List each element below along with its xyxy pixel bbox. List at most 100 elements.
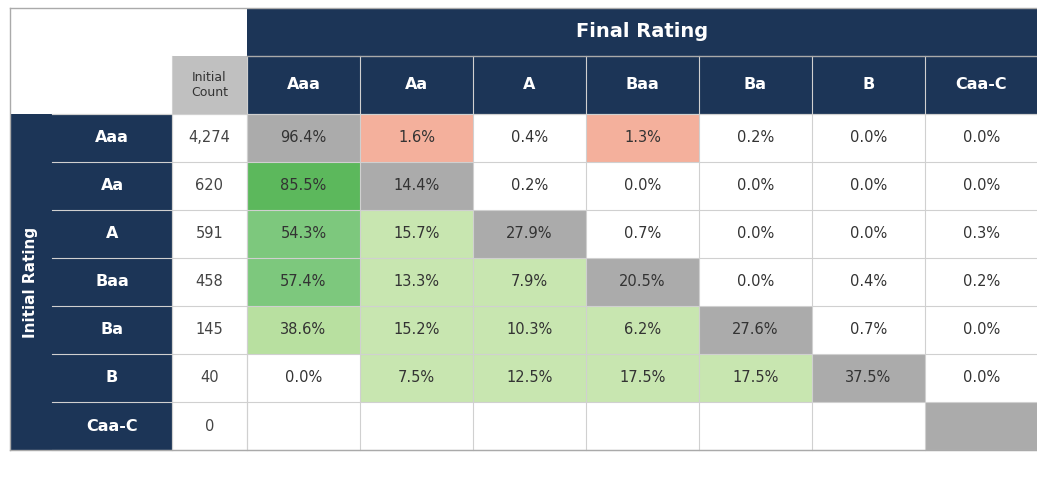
Bar [172,8,247,56]
Text: 40: 40 [200,370,219,385]
Text: 0.2%: 0.2% [963,275,1000,290]
Bar [699,162,812,210]
Text: 15.2%: 15.2% [393,323,440,337]
Bar [52,114,172,162]
Text: 0.0%: 0.0% [963,178,1000,193]
Bar [360,306,473,354]
Bar [586,306,699,354]
Bar [699,258,812,306]
Text: 0.7%: 0.7% [850,323,887,337]
Bar [247,402,360,450]
Bar [699,210,812,258]
Bar [473,210,586,258]
Text: Aa: Aa [404,77,428,92]
Text: 0.0%: 0.0% [737,178,775,193]
Bar [586,210,699,258]
Text: 0.0%: 0.0% [850,226,887,242]
Text: 0.0%: 0.0% [963,323,1000,337]
Bar [473,354,586,402]
Bar [586,354,699,402]
Text: 14.4%: 14.4% [393,178,440,193]
Text: 145: 145 [196,323,223,337]
Text: 27.6%: 27.6% [732,323,779,337]
Text: 54.3%: 54.3% [280,226,327,242]
Text: 12.5%: 12.5% [506,370,553,385]
Bar [473,402,586,450]
Text: B: B [106,370,118,385]
Bar [360,114,473,162]
Text: Caa-C: Caa-C [956,77,1007,92]
Bar [247,354,360,402]
Text: 0.2%: 0.2% [737,131,775,145]
Text: 27.9%: 27.9% [506,226,553,242]
Text: 0.0%: 0.0% [737,275,775,290]
Bar [812,114,925,162]
Text: 0.0%: 0.0% [285,370,323,385]
Text: 0.4%: 0.4% [511,131,549,145]
Bar [812,56,925,114]
Text: Caa-C: Caa-C [86,418,138,434]
Bar [247,162,360,210]
Text: B: B [863,77,874,92]
Text: 57.4%: 57.4% [280,275,327,290]
Bar [52,210,172,258]
Text: Baa: Baa [625,77,660,92]
Text: A: A [106,226,118,242]
Text: 10.3%: 10.3% [506,323,553,337]
Text: Aa: Aa [101,178,123,193]
Text: 1.6%: 1.6% [398,131,435,145]
Bar [172,306,247,354]
Bar [699,402,812,450]
Text: 7.5%: 7.5% [398,370,436,385]
Bar [586,162,699,210]
Bar [812,306,925,354]
Text: 7.9%: 7.9% [511,275,549,290]
Bar [473,258,586,306]
Text: 17.5%: 17.5% [619,370,666,385]
Text: 1.3%: 1.3% [624,131,661,145]
Bar [360,354,473,402]
Bar [247,210,360,258]
Text: 0.0%: 0.0% [963,370,1000,385]
Bar [812,402,925,450]
Bar [172,258,247,306]
Bar [586,56,699,114]
Text: 591: 591 [196,226,223,242]
Bar [360,162,473,210]
Bar [473,162,586,210]
Bar [473,114,586,162]
Bar [360,258,473,306]
Text: 20.5%: 20.5% [619,275,666,290]
Bar [699,354,812,402]
Bar [360,402,473,450]
Bar [812,258,925,306]
Text: 38.6%: 38.6% [280,323,327,337]
Bar [925,162,1037,210]
Bar [360,210,473,258]
Text: A: A [524,77,536,92]
Text: 0.2%: 0.2% [511,178,549,193]
Text: 96.4%: 96.4% [280,131,327,145]
Bar [812,210,925,258]
Text: 13.3%: 13.3% [393,275,440,290]
Text: Baa: Baa [95,275,129,290]
Text: 0: 0 [205,418,215,434]
Text: Ba: Ba [101,323,123,337]
Bar [52,402,172,450]
Bar [925,114,1037,162]
Text: 458: 458 [196,275,223,290]
Bar [172,402,247,450]
Bar [473,56,586,114]
Bar [172,354,247,402]
Text: 0.0%: 0.0% [737,226,775,242]
Bar [925,402,1037,450]
Bar [473,306,586,354]
Bar [52,162,172,210]
Bar [925,306,1037,354]
Bar [10,8,172,114]
Text: 0.0%: 0.0% [850,131,887,145]
Text: 0.0%: 0.0% [963,131,1000,145]
Text: Aaa: Aaa [95,131,129,145]
Bar [172,162,247,210]
Bar [172,56,247,114]
